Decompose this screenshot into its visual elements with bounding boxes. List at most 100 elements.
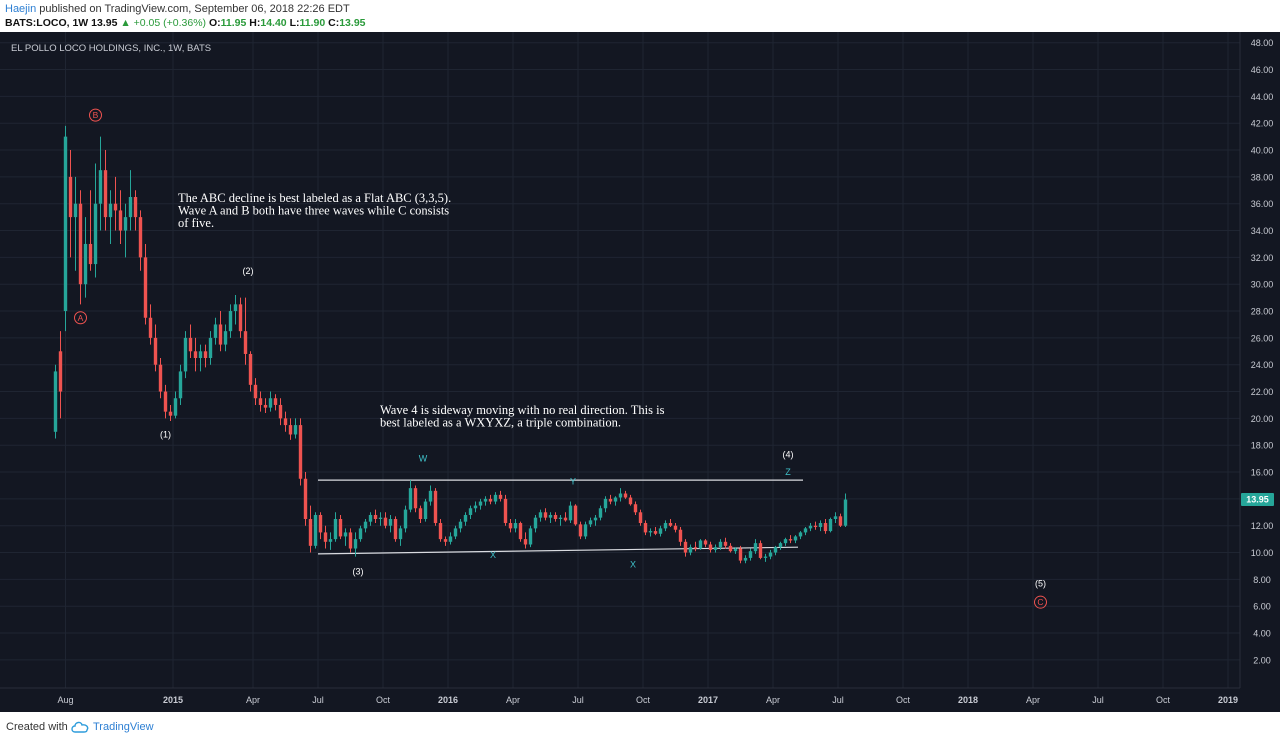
wave-label-b: B (93, 110, 99, 120)
wave-label-number: (5) (1035, 578, 1046, 588)
high-label: H: (249, 17, 261, 29)
candle-body (658, 528, 663, 534)
low-label: L: (289, 17, 300, 29)
candle-body (383, 517, 388, 526)
candle-body (63, 136, 68, 312)
candle-body (133, 197, 138, 218)
x-tick-label: Jul (312, 695, 324, 705)
candle-body (753, 543, 758, 552)
candle-body (663, 523, 668, 529)
candle-body (588, 520, 593, 525)
x-tick-label: Jul (832, 695, 844, 705)
y-tick-label: 22.00 (1251, 387, 1274, 397)
candle-body (413, 488, 418, 509)
candle-body (458, 521, 463, 529)
candle-body (793, 536, 798, 541)
wave-label-w: W (419, 454, 428, 464)
candle-body (93, 203, 98, 265)
publish-line: Haejin published on TradingView.com, Sep… (5, 3, 350, 15)
high-value: 14.40 (260, 17, 287, 29)
candle-body (368, 514, 373, 522)
candle-body (783, 539, 788, 544)
x-tick-label: 2015 (163, 695, 183, 705)
candle-body (483, 498, 488, 502)
candle-body (303, 478, 308, 519)
candle-body (548, 514, 553, 518)
wave-label-c: C (1037, 597, 1043, 607)
close-value: 13.95 (339, 17, 366, 29)
candle-body (838, 516, 843, 526)
candle-body (98, 170, 103, 204)
candle-body (473, 505, 478, 509)
candle-body (678, 529, 683, 542)
candle-body (278, 404, 283, 419)
wave-label-number: (3) (353, 566, 364, 576)
candle-body (633, 504, 638, 513)
candle-body (558, 517, 563, 519)
candle-body (833, 516, 838, 519)
note-abc-line: Wave A and B both have three waves while… (178, 204, 449, 218)
candle-body (183, 337, 188, 372)
candle-body (338, 519, 343, 537)
candle-body (618, 493, 623, 498)
y-tick-label: 6.00 (1253, 602, 1271, 612)
tradingview-link[interactable]: TradingView (93, 721, 154, 733)
candle-body (693, 547, 698, 549)
candle-body (243, 331, 248, 354)
y-tick-label: 28.00 (1251, 307, 1274, 317)
open-value: 11.95 (220, 17, 247, 29)
wave-label-x: X (630, 560, 636, 570)
y-tick-label: 30.00 (1251, 280, 1274, 290)
candle-body (518, 523, 523, 540)
candle-body (718, 541, 723, 548)
candle-body (743, 557, 748, 561)
y-tick-label: 4.00 (1253, 629, 1271, 639)
candle-body (233, 304, 238, 312)
y-tick-label: 12.00 (1251, 521, 1274, 531)
price-chart[interactable]: EL POLLO LOCO HOLDINGS, INC., 1W, BATS 2… (0, 32, 1280, 712)
candle-body (488, 498, 493, 502)
x-tick-label: Oct (1156, 695, 1171, 705)
candle-body (583, 524, 588, 537)
candle-body (343, 532, 348, 537)
y-tick-label: 24.00 (1251, 360, 1274, 370)
published-text: published on TradingView.com, September … (39, 3, 350, 15)
y-tick-label: 42.00 (1251, 119, 1274, 129)
wave-label-circle (74, 311, 87, 325)
candle-body (438, 523, 443, 540)
chart-background (0, 32, 1280, 712)
candle-body (763, 556, 768, 558)
x-tick-label: Apr (1026, 695, 1040, 705)
candle-body (463, 514, 468, 522)
candle-body (68, 176, 73, 218)
x-tick-label: Apr (246, 695, 260, 705)
candle-body (493, 494, 498, 502)
chart-grid (0, 32, 1240, 688)
candle-body (293, 425, 298, 435)
author-link[interactable]: Haejin (5, 3, 37, 15)
x-tick-label: Oct (636, 695, 651, 705)
notes: The ABC decline is best labeled as a Fla… (178, 191, 665, 430)
candle-body (208, 337, 213, 358)
candle-body (348, 532, 353, 549)
candle-body (263, 404, 268, 408)
candle-body (178, 371, 183, 399)
candle-body (168, 411, 173, 416)
candle-body (423, 501, 428, 519)
y-tick-label: 26.00 (1251, 333, 1274, 343)
candle-body (248, 353, 253, 385)
candle-body (198, 351, 203, 358)
candle-body (393, 519, 398, 540)
candle-body (398, 528, 403, 540)
candle-body (628, 497, 633, 505)
y-tick-label: 46.00 (1251, 65, 1274, 75)
last-price-badge-bg (1241, 493, 1274, 507)
candle-body (778, 543, 783, 548)
y-tick-label: 16.00 (1251, 468, 1274, 478)
candle-body (238, 304, 243, 332)
candle-body (508, 523, 513, 529)
candle-body (613, 497, 618, 502)
x-tick-label: Jul (1092, 695, 1104, 705)
candle-body (738, 548, 743, 561)
candle-body (433, 490, 438, 524)
